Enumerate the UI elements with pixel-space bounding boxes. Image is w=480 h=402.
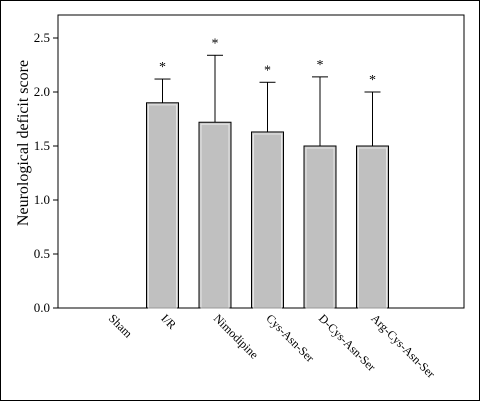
y-tick-label: 0.5 [34, 246, 50, 261]
significance-star: * [264, 63, 271, 78]
x-category-label: I/R [158, 311, 179, 332]
significance-star: * [369, 73, 376, 88]
y-tick-label: 1.0 [34, 192, 50, 207]
bar-inner-edge [358, 147, 387, 309]
y-tick-label: 2.5 [34, 30, 50, 45]
y-tick-label: 1.5 [34, 138, 50, 153]
significance-star: * [317, 58, 324, 73]
x-category-label: Nimodipine [211, 311, 261, 361]
bar [251, 131, 284, 309]
bar [303, 145, 337, 309]
bar-inner-edge [305, 147, 335, 309]
significance-star: * [159, 60, 166, 75]
bar [198, 121, 232, 309]
bars [146, 54, 389, 309]
bar [146, 102, 179, 309]
bar-inner-edge [253, 133, 282, 309]
y-tick-label: 0.0 [34, 300, 50, 315]
axes: 0.0 0.5 1.0 1.5 2.0 2.5 [34, 14, 465, 315]
bar-inner-edge [148, 104, 177, 309]
y-axis-title: Neurological deficit score [15, 60, 32, 226]
x-category-label: Sham [106, 311, 136, 341]
bar-inner-edge [200, 123, 230, 309]
x-category-label: Cys-Asn-Ser [263, 311, 317, 365]
y-tick-label: 2.0 [34, 84, 50, 99]
bar [356, 145, 389, 309]
significance-star: * [212, 36, 219, 51]
x-category-label: Arg-Cys-Asn-Ser [368, 311, 438, 381]
